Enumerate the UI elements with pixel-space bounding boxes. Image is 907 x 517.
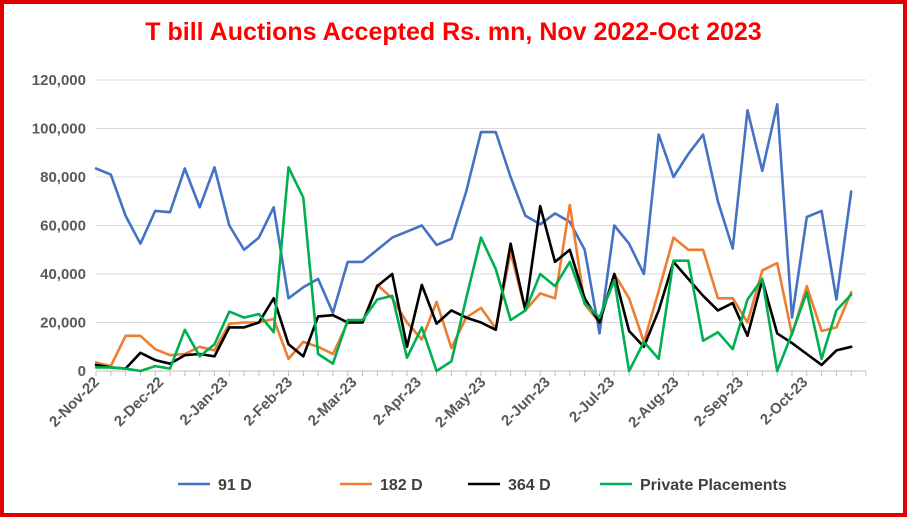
x-tick-label: 2-Feb-23 [240, 374, 296, 430]
x-tick-label: 2-Nov-22 [46, 374, 103, 431]
series-line-364-d [94, 204, 853, 370]
y-axis-ticks: 0 20,000 40,000 60,000 80,000 100,000 120,000 [32, 72, 86, 380]
x-tick-label: 2-Jan-23 [177, 374, 232, 429]
series-line-182-d [94, 203, 853, 368]
y-tick-label: 120,000 [32, 72, 86, 89]
legend-entry: 182 D [380, 477, 423, 494]
series-lines [94, 103, 853, 373]
x-tick-label: 2-May-23 [432, 374, 489, 431]
y-tick-label: 60,000 [40, 218, 86, 235]
series-line-private-placements [94, 166, 853, 373]
legend-entry: Private Placements [640, 477, 787, 494]
legend-entry: 91 D [218, 477, 252, 494]
x-tick-label: 2-Jul-23 [566, 374, 618, 426]
x-tick-label: 2-Aug-23 [625, 374, 682, 431]
y-tick-label: 100,000 [32, 121, 86, 138]
x-axis-ticks: 2-Nov-22 2-Dec-22 2-Jan-23 2-Feb-23 2-Mar-23… [46, 371, 867, 431]
y-tick-label: 0 [78, 363, 86, 380]
legend: 91 D 182 D 364 D Private Placements [178, 477, 787, 494]
series-line-91-d [94, 103, 853, 335]
x-tick-label: 2-Sep-23 [691, 374, 747, 430]
chart-title: T bill Auctions Accepted Rs. mn, Nov 202… [145, 18, 762, 46]
y-tick-label: 80,000 [40, 169, 86, 186]
x-tick-label: 2-Dec-22 [111, 374, 167, 430]
x-tick-label: 2-Jun-23 [498, 374, 554, 430]
legend-entry: 364 D [508, 477, 551, 494]
x-tick-label: 2-Apr-23 [370, 374, 425, 429]
y-tick-label: 40,000 [40, 266, 86, 283]
x-tick-label: 2-Mar-23 [305, 374, 361, 430]
y-tick-label: 20,000 [40, 315, 86, 332]
x-tick-label: 2-Oct-23 [757, 374, 811, 428]
